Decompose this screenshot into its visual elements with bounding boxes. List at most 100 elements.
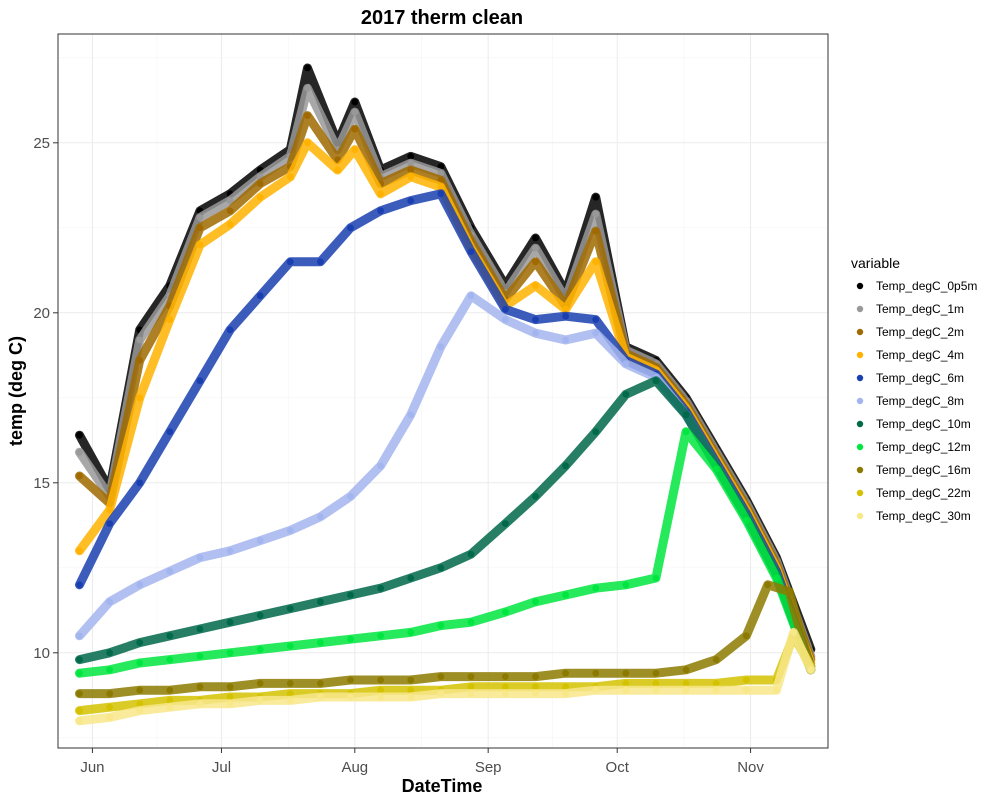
data-point xyxy=(467,248,475,256)
legend-item: Temp_degC_22m xyxy=(856,486,971,500)
data-point xyxy=(592,227,600,235)
y-axis-title: temp (deg C) xyxy=(6,336,26,446)
data-point xyxy=(256,697,264,704)
legend-item: Temp_degC_10m xyxy=(856,417,971,431)
legend-key xyxy=(856,374,864,382)
data-point xyxy=(532,683,539,691)
data-point xyxy=(196,625,204,633)
data-point xyxy=(501,673,509,680)
data-point xyxy=(501,683,509,691)
plot-area xyxy=(57,33,829,749)
x-tick-label: Sep xyxy=(475,759,502,776)
data-point xyxy=(347,493,354,500)
data-point xyxy=(742,686,750,694)
data-point xyxy=(286,690,294,697)
data-point xyxy=(286,697,294,704)
data-point xyxy=(317,598,324,606)
x-tick-label: Jul xyxy=(212,759,231,776)
data-point xyxy=(807,666,815,674)
legend-label: Temp_degC_30m xyxy=(876,509,971,523)
data-point xyxy=(196,224,204,232)
data-point xyxy=(76,431,83,439)
data-point xyxy=(437,673,445,680)
legend: variable Temp_degC_0p5mTemp_degC_1mTemp_… xyxy=(851,255,977,523)
grid-lines xyxy=(58,34,828,748)
data-point xyxy=(377,207,385,215)
legend-items: Temp_degC_0p5m Temp_degC_1m Temp_degC_2m Te… xyxy=(856,279,977,523)
data-point xyxy=(166,567,174,575)
data-point xyxy=(317,258,324,266)
data-point xyxy=(377,693,385,701)
data-point xyxy=(652,686,660,694)
data-point xyxy=(652,680,660,687)
data-point xyxy=(532,673,539,680)
legend-label: Temp_degC_4m xyxy=(876,348,964,362)
data-point xyxy=(106,714,114,721)
data-point xyxy=(467,550,475,558)
data-point xyxy=(682,428,690,436)
data-point xyxy=(592,669,600,677)
data-point xyxy=(622,391,630,398)
data-point xyxy=(532,282,539,289)
data-point xyxy=(136,700,144,708)
data-point xyxy=(622,581,630,589)
data-point xyxy=(106,690,114,697)
legend-label: Temp_degC_12m xyxy=(876,440,971,454)
data-point xyxy=(377,686,385,694)
data-point xyxy=(286,173,294,181)
chart-title: 2017 therm clean xyxy=(361,7,523,29)
data-point xyxy=(377,632,385,640)
data-point xyxy=(501,306,509,313)
data-point xyxy=(226,207,234,215)
data-point xyxy=(772,574,780,582)
data-point xyxy=(226,197,234,205)
data-point xyxy=(317,639,324,646)
data-point xyxy=(532,598,539,606)
data-point xyxy=(256,537,264,544)
data-point xyxy=(501,316,509,323)
data-point xyxy=(652,669,660,677)
series-Temp_degC_30m xyxy=(75,627,816,726)
data-point xyxy=(226,649,234,657)
x-tick-label: Nov xyxy=(737,759,764,776)
data-point xyxy=(682,686,690,694)
data-point xyxy=(347,591,354,599)
data-point xyxy=(467,673,475,680)
data-point xyxy=(136,394,144,402)
legend-label: Temp_degC_16m xyxy=(876,463,971,477)
data-point xyxy=(532,493,539,500)
data-point xyxy=(437,190,445,198)
data-point xyxy=(351,108,359,116)
legend-key xyxy=(856,351,864,359)
data-point xyxy=(166,703,174,711)
x-axis-title: DateTime xyxy=(402,776,483,796)
data-point xyxy=(622,360,630,368)
data-point xyxy=(501,690,509,697)
series-band xyxy=(75,627,816,726)
series-band xyxy=(75,580,816,699)
data-point xyxy=(256,180,264,188)
data-point xyxy=(304,139,311,147)
data-point xyxy=(712,686,720,694)
data-point xyxy=(467,683,475,691)
data-point xyxy=(347,676,354,684)
data-point xyxy=(652,574,660,582)
data-point xyxy=(407,411,415,419)
data-point xyxy=(196,377,204,385)
data-point xyxy=(136,659,144,667)
data-point xyxy=(501,520,509,527)
legend-item: Temp_degC_6m xyxy=(856,371,964,385)
legend-key xyxy=(856,328,864,336)
data-point xyxy=(226,547,234,555)
data-point xyxy=(136,639,144,646)
data-point xyxy=(592,584,600,592)
data-point xyxy=(742,632,750,640)
data-point xyxy=(304,85,311,92)
data-point xyxy=(226,618,234,626)
data-point xyxy=(785,588,793,595)
data-point xyxy=(226,683,234,691)
data-point xyxy=(562,690,569,697)
plot-border xyxy=(57,33,829,749)
data-point xyxy=(317,693,324,701)
data-point xyxy=(166,686,174,694)
